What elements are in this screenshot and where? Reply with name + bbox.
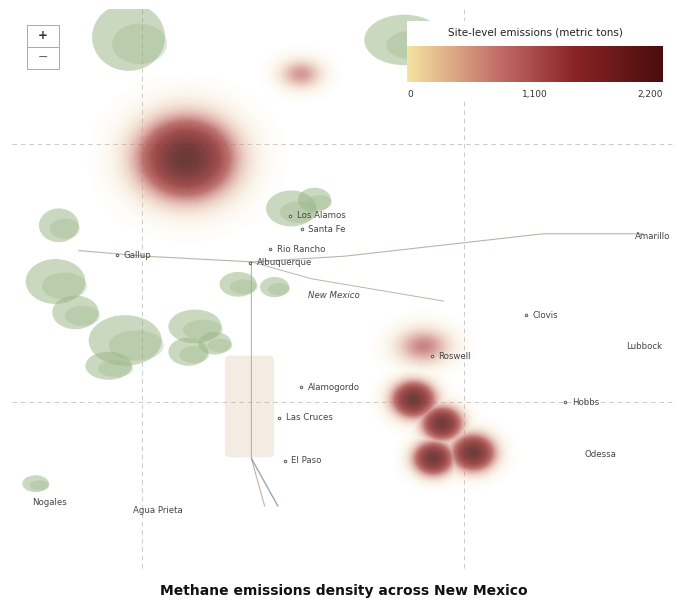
Text: Roswell: Roswell	[439, 352, 471, 361]
Ellipse shape	[260, 277, 289, 297]
Ellipse shape	[364, 14, 444, 65]
Ellipse shape	[230, 280, 257, 294]
Text: 0: 0	[407, 89, 413, 98]
Ellipse shape	[52, 295, 98, 329]
Text: Alamogordo: Alamogordo	[308, 382, 360, 391]
Ellipse shape	[219, 272, 257, 297]
Ellipse shape	[268, 283, 290, 295]
Text: Las Cruces: Las Cruces	[286, 414, 333, 422]
Text: −: −	[38, 51, 48, 64]
Text: Rio Rancho: Rio Rancho	[277, 245, 325, 254]
Ellipse shape	[499, 30, 528, 50]
Text: New Mexico: New Mexico	[308, 291, 360, 300]
Ellipse shape	[429, 45, 458, 62]
FancyBboxPatch shape	[27, 47, 59, 69]
Ellipse shape	[89, 315, 162, 366]
Ellipse shape	[169, 338, 208, 366]
Ellipse shape	[180, 346, 209, 363]
Text: +: +	[38, 29, 48, 42]
Ellipse shape	[507, 36, 529, 48]
Ellipse shape	[98, 360, 133, 377]
Ellipse shape	[183, 320, 223, 340]
Ellipse shape	[266, 190, 316, 226]
Text: Los Alamos: Los Alamos	[297, 211, 345, 220]
Ellipse shape	[30, 480, 50, 490]
FancyBboxPatch shape	[27, 25, 59, 47]
Ellipse shape	[65, 306, 100, 326]
Text: Hobbs: Hobbs	[572, 398, 599, 406]
Ellipse shape	[42, 272, 87, 300]
Ellipse shape	[50, 219, 80, 239]
Text: Site-level emissions (metric tons): Site-level emissions (metric tons)	[448, 28, 623, 37]
Text: Clovis: Clovis	[533, 310, 558, 320]
Ellipse shape	[39, 208, 79, 242]
Ellipse shape	[207, 339, 233, 352]
Ellipse shape	[418, 37, 458, 65]
FancyBboxPatch shape	[396, 4, 677, 112]
Ellipse shape	[169, 310, 222, 343]
Text: Santa Fe: Santa Fe	[308, 225, 346, 234]
Ellipse shape	[112, 24, 167, 64]
Text: Odessa: Odessa	[585, 450, 616, 459]
Ellipse shape	[109, 330, 164, 361]
Text: El Paso: El Paso	[291, 456, 321, 465]
FancyBboxPatch shape	[225, 356, 274, 457]
Text: Agua Prieta: Agua Prieta	[133, 506, 183, 515]
Text: Gallup: Gallup	[124, 251, 151, 260]
Text: Albuquerque: Albuquerque	[257, 259, 312, 268]
Text: Lubbock: Lubbock	[626, 342, 662, 350]
Text: Nogales: Nogales	[32, 498, 67, 507]
Ellipse shape	[280, 201, 318, 223]
Ellipse shape	[307, 195, 332, 210]
Ellipse shape	[85, 352, 132, 380]
Text: 2,200: 2,200	[638, 89, 663, 98]
Ellipse shape	[92, 4, 165, 71]
Ellipse shape	[22, 475, 49, 492]
Text: Amarillo: Amarillo	[635, 232, 671, 241]
Ellipse shape	[25, 259, 85, 304]
Ellipse shape	[298, 188, 331, 213]
Text: 1,100: 1,100	[522, 89, 548, 98]
Text: Methane emissions density across New Mexico: Methane emissions density across New Mex…	[160, 584, 528, 598]
Ellipse shape	[386, 30, 446, 60]
Ellipse shape	[198, 332, 231, 355]
